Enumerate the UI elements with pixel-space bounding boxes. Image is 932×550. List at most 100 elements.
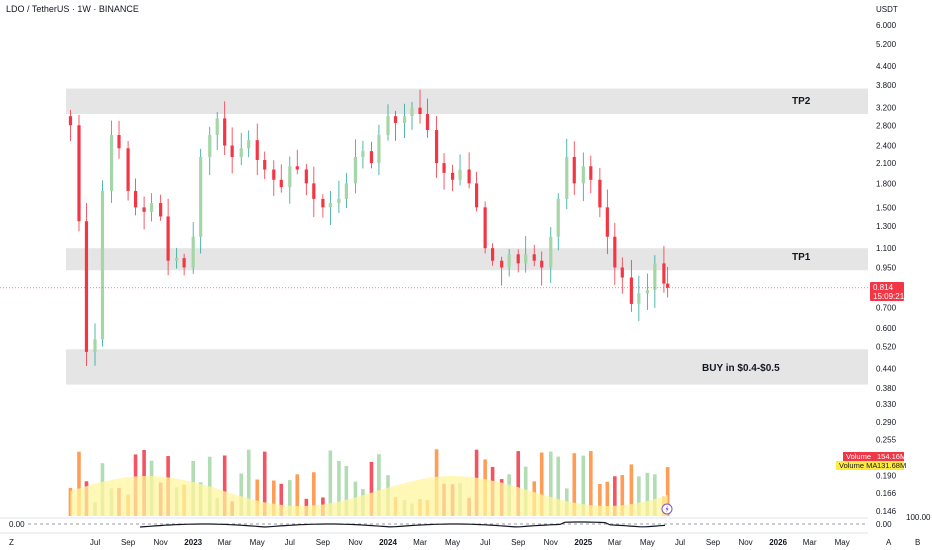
price-tick-label: 1.500 [876, 203, 897, 212]
volume-bar [637, 476, 641, 516]
candle-body [386, 116, 390, 136]
volume-pane-tick-label: 0.146 [876, 507, 897, 516]
candle-body [450, 172, 455, 180]
candle-body [223, 118, 227, 146]
candle-body [149, 203, 154, 212]
time-axis-ticks: Jul Sep Nov 2023 Mar May Jul Sep Nov 2024 Mar May Ju… [90, 538, 850, 547]
candle-body [425, 114, 430, 131]
candle-body [572, 156, 576, 184]
candle-body [77, 125, 81, 222]
candle-body [532, 254, 536, 261]
chart-title: LDO / TetherUS · 1W · BINANCE [6, 4, 139, 14]
volume-bar [369, 461, 374, 516]
time-tick-label: May [445, 538, 460, 547]
candle-body [500, 260, 504, 268]
candle-body [645, 290, 649, 294]
volume-bar [645, 472, 650, 516]
time-tick-label: May [835, 538, 850, 547]
volume-bar [255, 479, 260, 516]
volume-pane-tick-label: 0.290 [876, 418, 897, 427]
price-tick-label: 0.700 [876, 304, 897, 313]
candle-body [215, 118, 219, 136]
time-tick-label: Jul [480, 538, 490, 547]
time-tick-label: Jul [285, 538, 295, 547]
candle-body [175, 258, 179, 261]
volume-bar [207, 456, 212, 516]
time-tick-label: Mar [413, 538, 427, 547]
volume-bar [262, 451, 267, 516]
oscillator-line [139, 521, 666, 528]
bottom-left-marker[interactable]: Z [9, 538, 14, 547]
oscillator-right-label: 100.00 [906, 513, 931, 522]
candle-body [295, 166, 299, 170]
candle-body [662, 263, 666, 284]
volume-bar [287, 480, 292, 516]
candle-body [166, 216, 170, 261]
candle-body [666, 283, 670, 288]
price-axis-unit: USDT [876, 5, 898, 14]
candle-body [613, 236, 617, 268]
candle-body [653, 263, 657, 291]
lightning-glyph [665, 505, 669, 513]
candle-body [182, 258, 186, 268]
price-tick-label: 2.400 [876, 142, 897, 151]
volume-bar [239, 473, 244, 516]
price-tick-label: 6.000 [876, 21, 897, 30]
candle-body [549, 236, 553, 268]
candle-body [230, 145, 234, 157]
price-tick-label: 3.200 [876, 104, 897, 113]
time-tick-label: Jul [90, 538, 100, 547]
volume-bar [581, 455, 586, 516]
bottom-right-marker-b[interactable]: B [915, 538, 920, 547]
price-tick-label: 1.100 [876, 244, 897, 253]
candle-body [369, 151, 374, 164]
volume-pane-tick-label: 0.255 [876, 436, 897, 445]
time-tick-label: 2024 [379, 538, 397, 547]
price-tick-label: 1.800 [876, 179, 897, 188]
price-tick-label: 0.600 [876, 324, 897, 333]
time-tick-label: May [640, 538, 655, 547]
candle-body [279, 179, 283, 188]
volume-bar [246, 449, 251, 516]
candle-body [410, 107, 414, 117]
current-price-value: 0.814 [873, 283, 894, 292]
time-tick-label: Sep [511, 538, 526, 547]
volume-ma-legend-value: 131.68M [877, 461, 906, 470]
volume-bar [77, 451, 81, 516]
candle-body [629, 277, 633, 304]
bottom-right-marker-a[interactable]: A [886, 538, 892, 547]
candle-body [133, 190, 138, 208]
candle-body [377, 135, 381, 164]
price-tick-label: 2.100 [876, 159, 897, 168]
candle-body [434, 130, 439, 164]
candle-body [199, 156, 203, 237]
zone-box-2 [66, 349, 868, 385]
volume-bar [605, 481, 610, 516]
time-tick-label: Nov [348, 538, 362, 547]
candle-body [620, 267, 624, 278]
oscillator-left-label: 0.00 [9, 520, 25, 529]
candle-body [337, 198, 341, 204]
volume-bar [598, 483, 602, 516]
volume-bar [539, 452, 544, 516]
candle-body [540, 260, 544, 268]
time-tick-label: Sep [316, 538, 331, 547]
zone-box-0 [66, 88, 868, 115]
price-tick-label: 0.950 [876, 263, 897, 272]
candle-body [605, 207, 609, 237]
time-tick-label: Mar [218, 538, 232, 547]
candle-body [288, 166, 292, 188]
time-tick-label: May [250, 538, 265, 547]
volume-bar [653, 474, 657, 516]
candle-body [93, 339, 97, 352]
volume-legend-bg [843, 452, 904, 461]
volume-bar [665, 467, 670, 516]
zones-layer [66, 88, 868, 385]
volume-bar [279, 483, 284, 516]
candle-body [126, 148, 130, 191]
price-tick-label: 4.400 [876, 62, 897, 71]
price-tick-label: 1.300 [876, 222, 897, 231]
zone-label-buy: BUY in $0.4-$0.5 [702, 363, 780, 374]
price-axis-ticks: 6.000 5.200 4.400 3.800 3.200 2.800 2.400 2.100… [876, 21, 897, 516]
